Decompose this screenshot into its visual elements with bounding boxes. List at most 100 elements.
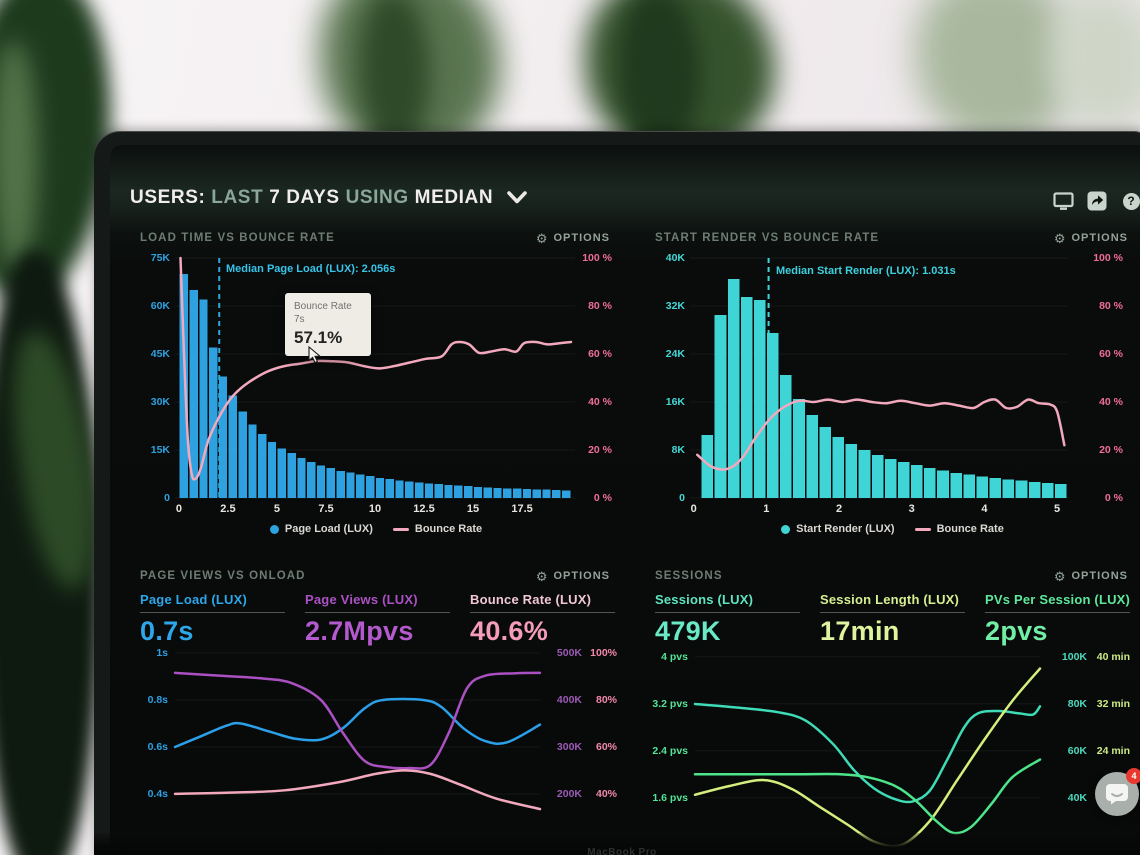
panel-sessions: SESSIONS ⚙ OPTIONS Sessions (LUX) 479K: [645, 565, 1140, 855]
y-tick-label: 1s: [156, 646, 168, 659]
panel-header: PAGE VIEWS VS ONLOAD ⚙ OPTIONS: [130, 565, 622, 587]
metric-underline: [305, 612, 451, 613]
y-tick-label: 8K: [671, 444, 685, 456]
y-tick-label: 2.4 pvs: [652, 744, 688, 757]
plant-leaf: [1050, 0, 1140, 130]
chart-legend: Start Render (LUX) Bounce Rate: [645, 523, 1140, 535]
y-tick-label: 60 %: [1099, 348, 1123, 360]
x-tick-label: 5: [273, 503, 281, 515]
metric-page-load: Page Load (LUX) 0.7s: [140, 592, 298, 647]
y-tick-label: 40K: [665, 252, 685, 264]
legend-item-bounce-rate: Bounce Rate: [392, 523, 482, 535]
median-annotation: Median Start Render (LUX): 1.031s: [776, 265, 956, 277]
metric-underline: [140, 612, 286, 613]
page-views-chart-plot[interactable]: [173, 648, 542, 830]
metrics-row: Sessions (LUX) 479K Session Length (LUX)…: [655, 592, 1140, 646]
y-tick-label: 0.8s: [147, 693, 168, 706]
panel-load-time-vs-bounce-rate: LOAD TIME VS BOUNCE RATE ⚙ OPTIONS 75K 60…: [130, 227, 622, 559]
x-tick-label: 5: [1054, 503, 1061, 515]
y-tick-label: 500K: [556, 647, 582, 660]
y-tick-label: 75K: [150, 252, 170, 264]
x-tick-label: 4: [981, 503, 988, 515]
legend-dot-icon: [269, 524, 279, 534]
x-tick-label: 10: [368, 503, 382, 515]
y-tick-label: 200K: [556, 787, 582, 800]
share-export-icon[interactable]: [1086, 191, 1108, 211]
notification-badge: 4: [1126, 768, 1140, 784]
y-axis-right-pageviews: 500K 400K 300K 200K: [538, 647, 582, 830]
y-tick-label: 32K: [665, 300, 685, 312]
y-axis-left: 4 pvs 3.2 pvs 2.4 pvs 1.6 pvs: [645, 648, 688, 830]
sessions-chart-plot[interactable]: [693, 648, 1042, 848]
panel-title: SESSIONS: [655, 570, 723, 582]
metrics-row: Page Load (LUX) 0.7s Page Views (LUX) 2.…: [140, 592, 622, 646]
options-button[interactable]: ⚙ OPTIONS: [1053, 230, 1128, 246]
metric-underline: [470, 612, 616, 613]
y-tick-label: 40 %: [588, 396, 612, 408]
start-render-chart-plot[interactable]: [690, 257, 1068, 499]
options-button[interactable]: ⚙ OPTIONS: [535, 568, 610, 584]
chart-legend: Page Load (LUX) Bounce Rate: [130, 523, 622, 535]
y-tick-label: 0: [164, 492, 170, 504]
title-last: LAST: [211, 187, 264, 208]
y-tick-label: 24K: [665, 348, 685, 360]
y-axis-right-minutes: 40 min 32 min 24 min: [1085, 648, 1130, 830]
dashboard-header: USERS: LAST 7 DAYS USING MEDIAN: [130, 187, 1140, 215]
y-tick-label: 0: [679, 492, 685, 504]
y-tick-label: 20 %: [1099, 444, 1123, 456]
plant-leaf: [620, 0, 700, 150]
y-tick-label: 0.4s: [147, 788, 168, 801]
legend-item-page-load: Page Load (LUX): [269, 523, 373, 535]
y-tick-label: 40%: [595, 787, 617, 800]
panel-start-render-vs-bounce-rate: START RENDER VS BOUNCE RATE ⚙ OPTIONS 40…: [645, 227, 1140, 559]
title-median: MEDIAN: [414, 187, 494, 208]
panel-title: LOAD TIME VS BOUNCE RATE: [140, 232, 335, 244]
options-button[interactable]: ⚙ OPTIONS: [535, 230, 610, 246]
legend-dot-icon: [781, 524, 791, 534]
title-using: USING: [345, 187, 409, 208]
y-tick-label: 60K: [150, 300, 170, 312]
metric-bounce-rate: Bounce Rate (LUX) 40.6%: [470, 592, 622, 647]
panel-header: START RENDER VS BOUNCE RATE ⚙ OPTIONS: [645, 227, 1140, 249]
y-axis-left: 40K 32K 24K 16K 8K 0: [645, 252, 685, 504]
y-tick-label: 20 %: [588, 444, 612, 456]
laptop-bottom-bezel: MacBook Pro: [94, 833, 1140, 855]
metric-pvs-per-session: PVs Per Session (LUX) 2pvs: [985, 592, 1131, 646]
help-icon[interactable]: ?: [1120, 191, 1140, 211]
gear-icon: ⚙: [1053, 568, 1067, 584]
dashboard: USERS: LAST 7 DAYS USING MEDIAN: [110, 145, 1140, 855]
panel-title: START RENDER VS BOUNCE RATE: [655, 232, 880, 244]
y-tick-label: 0.6s: [147, 740, 168, 753]
metric-session-length: Session Length (LUX) 17min: [820, 592, 978, 647]
panel-page-views-vs-onload: PAGE VIEWS VS ONLOAD ⚙ OPTIONS Page Load…: [130, 565, 622, 855]
y-tick-label: 24 min: [1096, 744, 1130, 757]
metric-page-views: Page Views (LUX) 2.7Mpvs: [305, 592, 463, 647]
chat-widget-button[interactable]: 4: [1095, 768, 1140, 816]
y-tick-label: 40K: [1067, 792, 1087, 805]
laptop: USERS: LAST 7 DAYS USING MEDIAN: [94, 131, 1140, 855]
x-tick-label: 7.5: [318, 503, 334, 515]
load-time-chart-plot[interactable]: [175, 256, 575, 499]
y-tick-label: 3.2 pvs: [652, 697, 688, 710]
y-tick-label: 100%: [590, 646, 617, 659]
y-tick-label: 100K: [1061, 650, 1087, 663]
y-axis-right: 100 % 80 % 60 % 40 % 20 % 0 %: [570, 252, 612, 504]
y-axis-right-sessions: 100K 80K 60K 40K: [1043, 648, 1087, 830]
y-tick-label: 4 pvs: [661, 650, 688, 663]
display-icon[interactable]: [1052, 191, 1074, 211]
panel-header: SESSIONS ⚙ OPTIONS: [645, 565, 1140, 587]
y-tick-label: 45K: [150, 348, 170, 360]
y-tick-label: 16K: [665, 396, 685, 408]
options-button[interactable]: ⚙ OPTIONS: [1053, 568, 1128, 584]
median-annotation: Median Page Load (LUX): 2.056s: [226, 263, 396, 275]
gear-icon: ⚙: [535, 230, 549, 246]
laptop-brand-label: MacBook Pro: [587, 847, 657, 855]
dashboard-scope-dropdown[interactable]: USERS: LAST 7 DAYS USING MEDIAN: [130, 187, 527, 210]
x-tick-label: 12.5: [413, 503, 435, 515]
y-tick-label: 300K: [556, 740, 582, 753]
legend-item-start-render: Start Render (LUX): [781, 523, 895, 535]
y-tick-label: 60 %: [588, 348, 612, 360]
x-tick-label: 2.5: [220, 503, 236, 515]
title-users: USERS:: [130, 187, 206, 208]
